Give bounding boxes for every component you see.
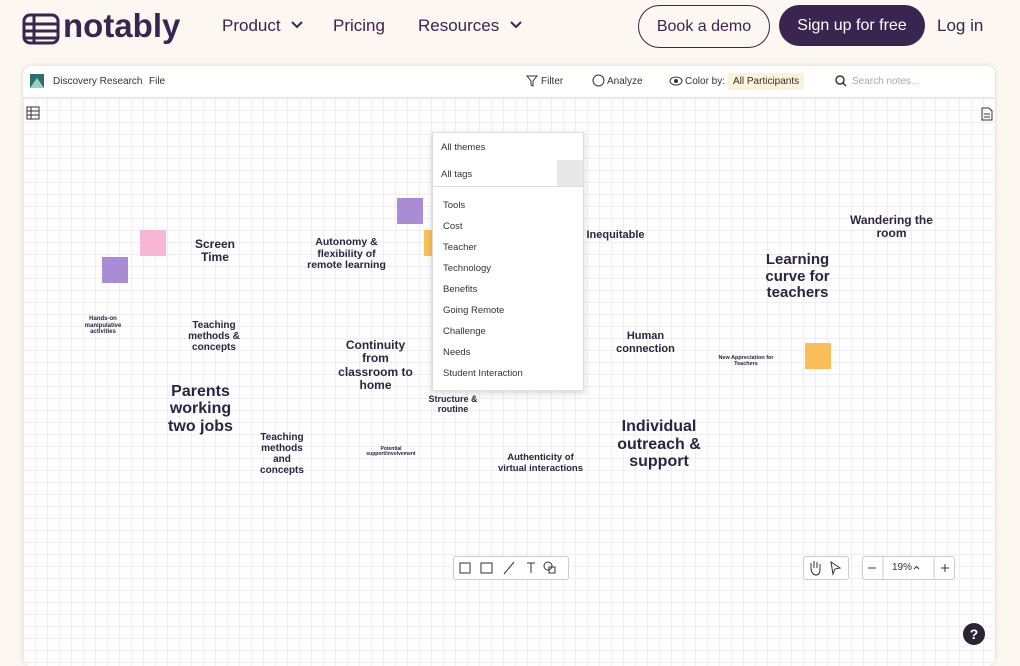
tag-option[interactable]: Benefits xyxy=(443,284,478,295)
search-icon xyxy=(835,75,847,87)
sticky-note xyxy=(102,257,128,283)
sticky-note xyxy=(140,230,166,256)
cluster-label: Screen Time xyxy=(194,236,236,264)
cluster-label: Learning curve for teachers xyxy=(765,251,830,302)
eye-icon xyxy=(669,76,683,86)
logo-icon xyxy=(22,13,60,45)
tag-select[interactable]: All tags xyxy=(441,169,473,180)
nav-link[interactable]: Pricing xyxy=(333,16,385,35)
cluster-label: Inequitable xyxy=(586,229,645,242)
nav-link[interactable]: Product xyxy=(222,16,281,35)
zoom-icons[interactable] xyxy=(863,557,954,579)
analyze-button[interactable]: Analyze xyxy=(607,76,643,87)
cluster-label: Teaching methods and concepts xyxy=(260,432,304,476)
body: notably Product Pricing Resources Book a… xyxy=(22,5,995,666)
project-name[interactable]: Discovery Research xyxy=(53,76,143,87)
chevron xyxy=(510,21,522,29)
analyze-icon xyxy=(592,74,605,87)
chevron-box[interactable] xyxy=(557,160,583,186)
cluster-label: Autonomy & flexibility of remote learnin… xyxy=(307,236,386,272)
doc-icon[interactable] xyxy=(981,107,993,121)
cluster-label: Potential support/involvement xyxy=(366,445,416,457)
cluster-label: Hands-on manipulative activities xyxy=(84,316,122,336)
book-demo-button[interactable]: Book a demo xyxy=(638,5,770,48)
project-icon xyxy=(30,74,44,88)
tag-option[interactable]: Technology xyxy=(443,263,492,274)
tag-option[interactable]: Going Remote xyxy=(443,305,505,316)
tool-icons[interactable] xyxy=(454,557,568,579)
zoom-level[interactable]: 19% xyxy=(892,562,913,573)
tag-option[interactable]: Cost xyxy=(443,221,463,232)
cluster-label: Parents working two jobs xyxy=(168,382,233,435)
tag-option[interactable]: Needs xyxy=(443,347,471,358)
cluster-label: Continuity from classroom to home xyxy=(338,338,413,392)
tag-option[interactable]: Teacher xyxy=(443,242,477,253)
filter-dropdown: All themes All tags Tools Cost Teacher Tech… xyxy=(432,132,584,391)
cluster-label: Authenticity of virtual interactions xyxy=(498,452,583,474)
chevron xyxy=(291,21,303,29)
tag-option[interactable]: Tools xyxy=(443,200,466,211)
sticky-note xyxy=(805,343,831,369)
file-menu[interactable]: File xyxy=(149,76,166,87)
cluster-label: Teaching methods & concepts xyxy=(188,319,240,353)
participants-select[interactable]: All Participants xyxy=(728,73,805,90)
table-view-icon[interactable] xyxy=(26,106,40,120)
zoom-bar: 19% xyxy=(862,556,955,580)
search-input[interactable]: Search notes... xyxy=(852,76,920,87)
tag-option[interactable]: Challenge xyxy=(443,326,486,337)
sign-up-button[interactable]: Sign up for free xyxy=(779,5,925,46)
mode-icons[interactable] xyxy=(804,557,848,579)
color-by-label: Color by: xyxy=(685,76,726,87)
filter-icon xyxy=(526,75,538,87)
sticky-note xyxy=(397,198,423,224)
brand[interactable]: notably xyxy=(63,7,181,44)
cluster-label: Human connection xyxy=(616,330,675,355)
cluster-label: New Appreciation for Teachers xyxy=(718,354,774,367)
theme-select[interactable]: All themes xyxy=(441,142,486,153)
mode-bar xyxy=(803,556,849,580)
cluster-label: Individual outreach & support xyxy=(617,418,701,471)
page: {"nav":{"brand":"notably","links":["Prod… xyxy=(22,5,995,666)
tools-bar xyxy=(453,556,569,580)
cluster-label: Wandering the room xyxy=(850,212,933,240)
divider xyxy=(433,186,583,187)
help-button[interactable]: ? xyxy=(963,623,985,645)
nav-link[interactable]: Resources xyxy=(418,16,500,35)
tag-option[interactable]: Student Interaction xyxy=(443,368,523,379)
log-in-link[interactable]: Log in xyxy=(937,16,984,35)
filter-button[interactable]: Filter xyxy=(541,76,564,87)
